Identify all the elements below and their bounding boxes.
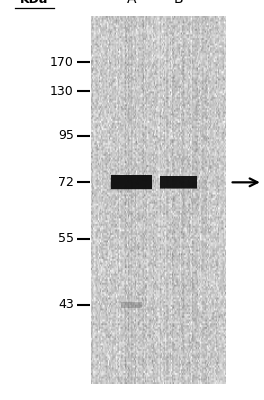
Text: 43: 43: [58, 298, 74, 311]
Text: 130: 130: [50, 85, 74, 98]
Bar: [160, 176, 197, 189]
Text: A: A: [127, 0, 136, 6]
Bar: [110, 175, 153, 190]
Text: 55: 55: [58, 232, 74, 245]
Bar: [121, 302, 142, 308]
Bar: [111, 175, 152, 189]
Text: B: B: [174, 0, 183, 6]
Bar: [161, 176, 197, 188]
Text: 170: 170: [50, 56, 74, 68]
Text: KDa: KDa: [20, 0, 49, 6]
Bar: [160, 176, 197, 189]
Bar: [91, 16, 226, 384]
Text: 72: 72: [58, 176, 74, 189]
Bar: [111, 175, 152, 190]
Text: 95: 95: [58, 129, 74, 142]
